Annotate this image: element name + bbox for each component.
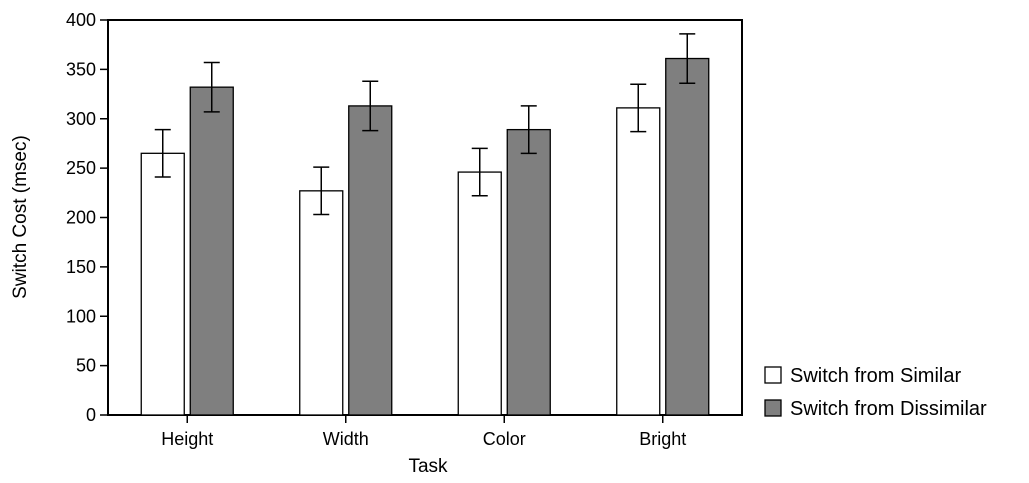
y-tick-label: 250 [66, 158, 96, 178]
legend-label: Switch from Dissimilar [790, 398, 987, 420]
bar [189, 86, 234, 416]
bar [299, 190, 344, 416]
y-axis: 0 50 100 150 200 250 300 350 400 [66, 10, 108, 425]
y-tick-label: 400 [66, 10, 96, 30]
bar [506, 128, 551, 416]
x-tick-label: Color [483, 429, 526, 449]
y-tick-label: 50 [76, 356, 96, 376]
bar [140, 152, 185, 416]
y-tick-label: 300 [66, 109, 96, 129]
legend-swatch [764, 399, 782, 417]
y-tick-label: 0 [86, 405, 96, 425]
plot-area [107, 19, 743, 416]
legend-swatch [764, 366, 782, 384]
x-axis-title: Task [408, 456, 448, 477]
x-tick-label: Width [323, 429, 369, 449]
y-tick-label: 350 [66, 59, 96, 79]
y-tick-label: 150 [66, 257, 96, 277]
y-tick-label: 100 [66, 306, 96, 326]
bar [665, 57, 710, 416]
bar [348, 105, 393, 416]
y-axis-title: Switch Cost (msec) [10, 135, 31, 299]
bar [616, 107, 661, 416]
bar [457, 171, 502, 416]
legend-label: Switch from Similar [790, 365, 961, 387]
y-tick-label: 200 [66, 208, 96, 228]
x-tick-label: Height [161, 429, 213, 449]
legend: Switch from Similar Switch from Dissimila… [764, 365, 987, 420]
x-tick-label: Bright [639, 429, 686, 449]
x-axis: Height Width Color Bright [161, 415, 686, 449]
